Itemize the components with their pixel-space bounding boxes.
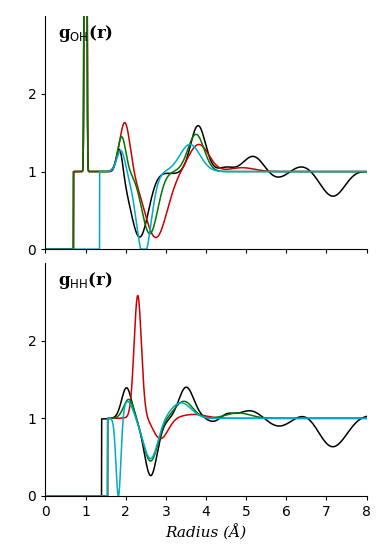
Text: g$_{\rm HH}$(r): g$_{\rm HH}$(r) (58, 270, 113, 291)
Text: g$_{\rm OH}$(r): g$_{\rm OH}$(r) (58, 23, 113, 44)
X-axis label: Radius (Å): Radius (Å) (166, 524, 246, 541)
